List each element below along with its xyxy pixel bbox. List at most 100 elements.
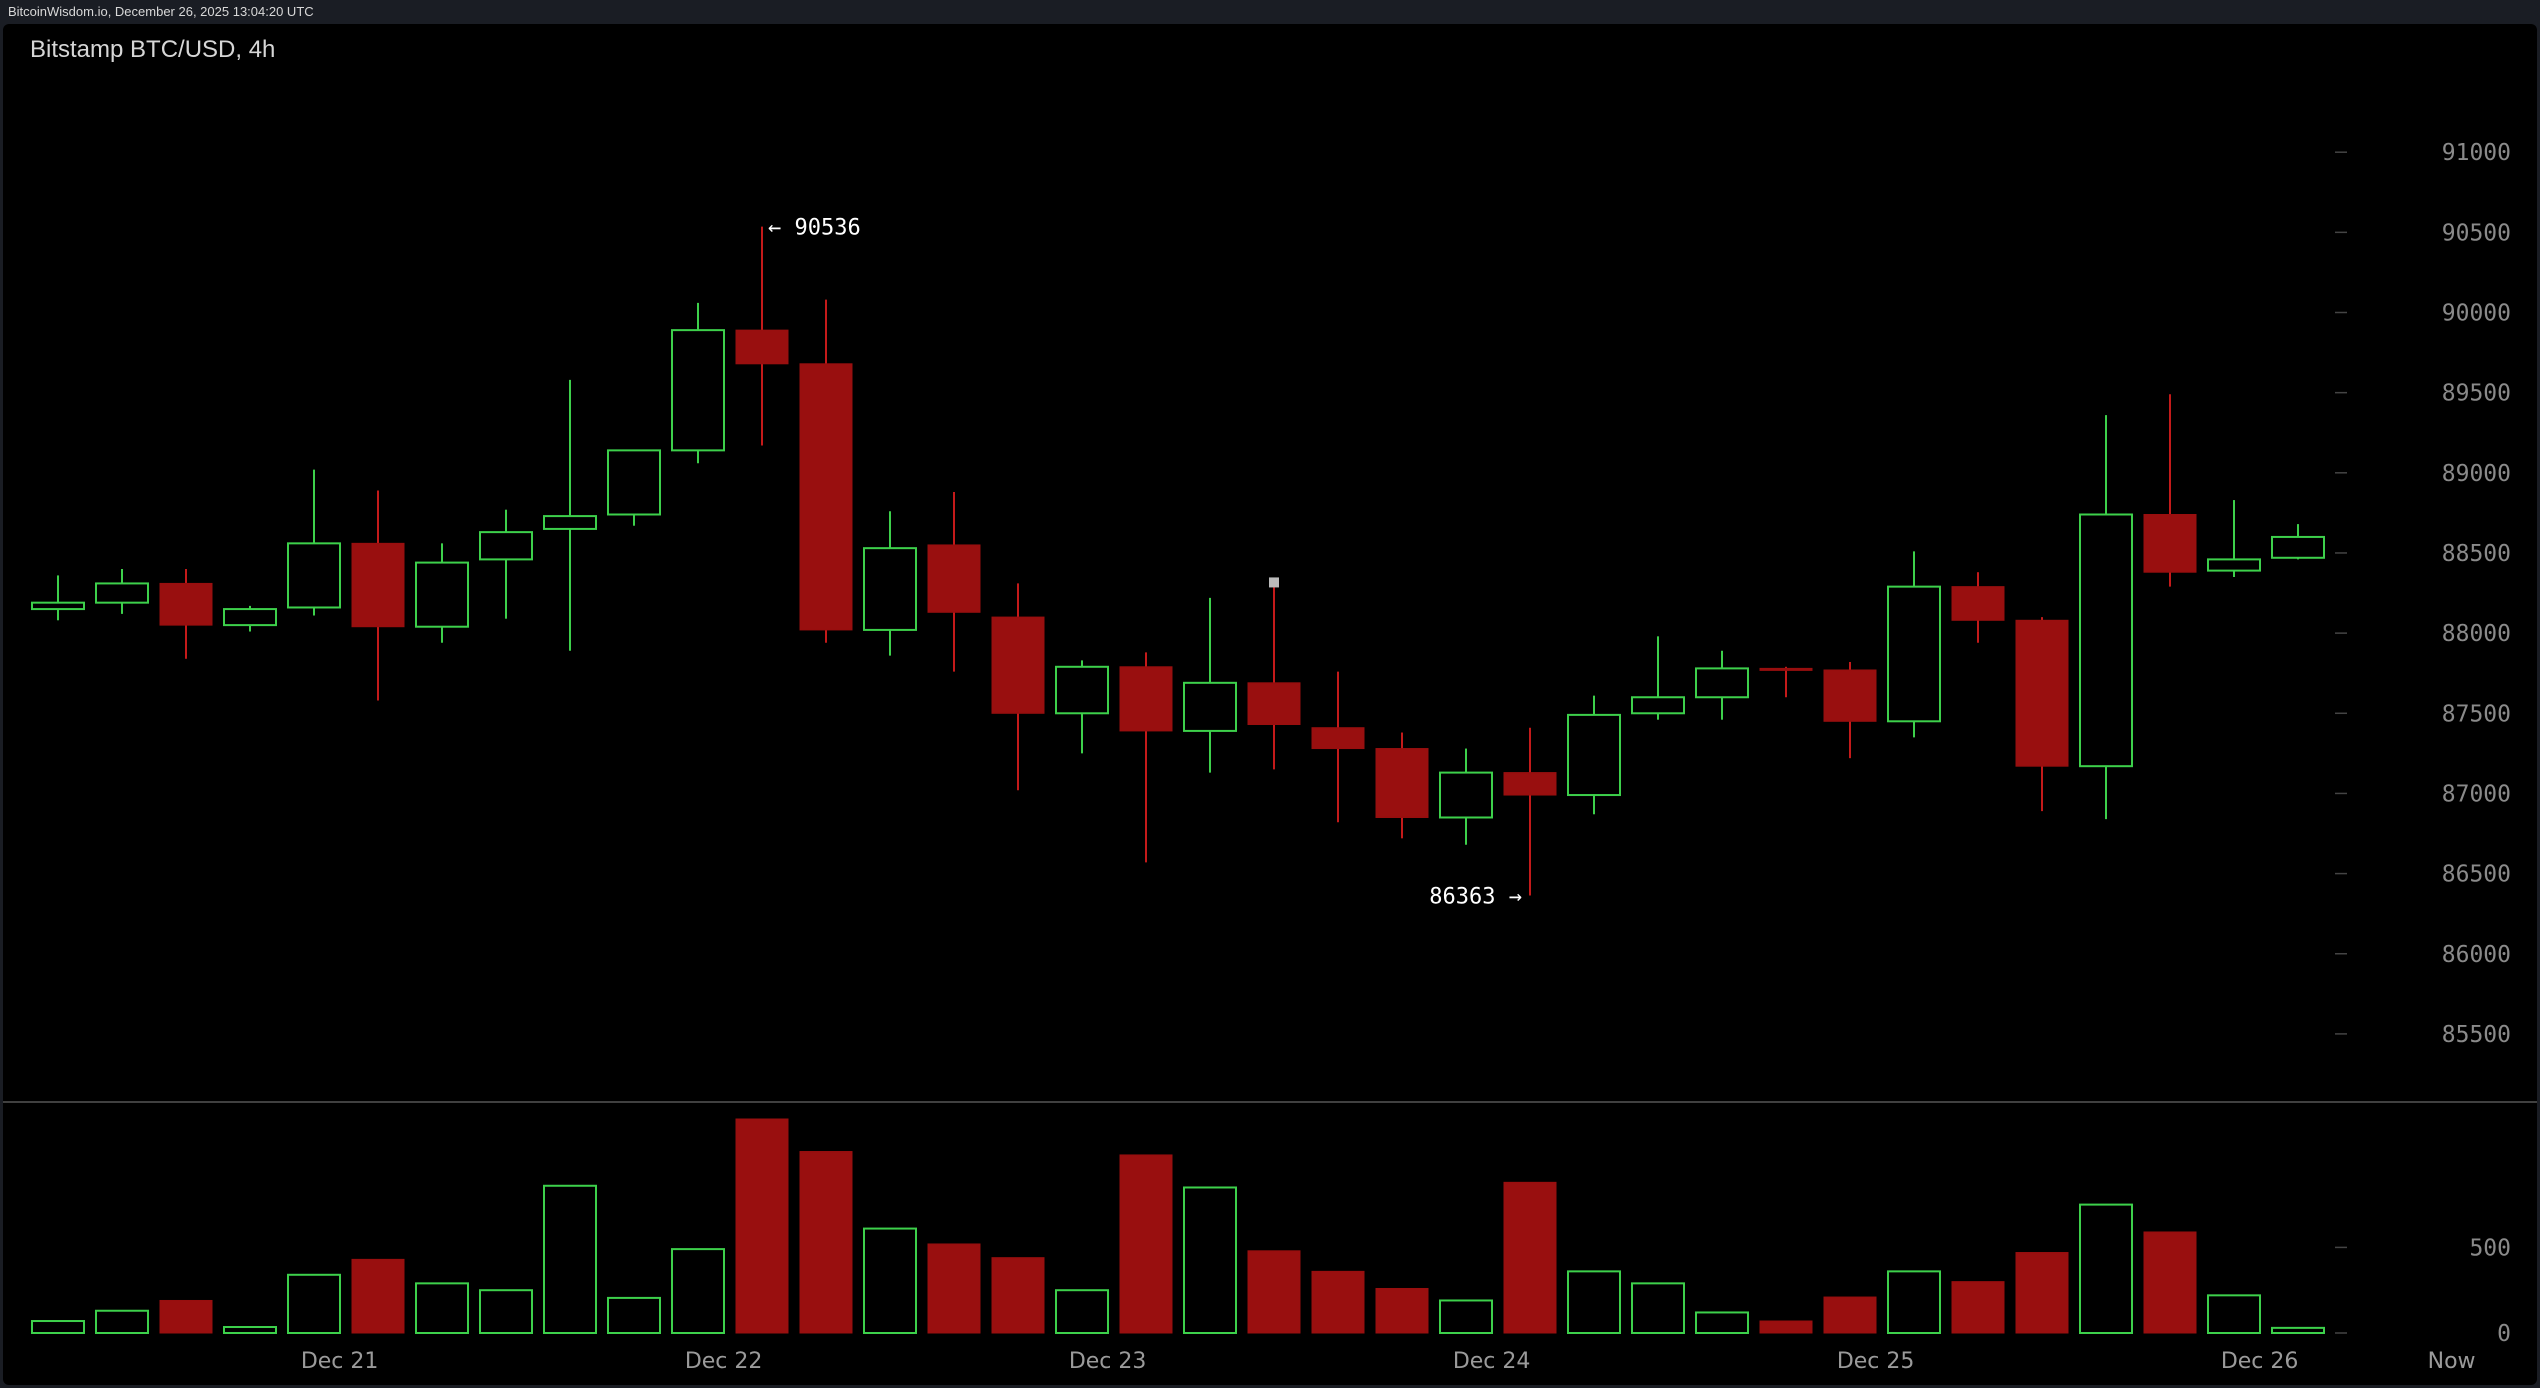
candle-body-down [1247, 682, 1301, 726]
candle-body-up [863, 547, 917, 631]
x-tick-label: Dec 23 [1069, 1349, 1147, 1374]
candle-body-up [2207, 558, 2261, 572]
volume-bar-up [671, 1248, 725, 1335]
candle-body-up [1695, 667, 1749, 699]
candle-body-up [1439, 771, 1493, 819]
volume-bar-up [479, 1289, 533, 1334]
candle-body-up [543, 515, 597, 530]
volume-bar-up [1631, 1282, 1685, 1335]
x-tick-label: Dec 22 [685, 1349, 763, 1374]
candle-body-down [927, 544, 981, 613]
x-tick-label: Dec 21 [301, 1349, 379, 1374]
volume-bar-up [1567, 1270, 1621, 1335]
candle-body-down [1311, 727, 1365, 750]
volume-bar-up [2079, 1203, 2133, 1334]
candle-body-down [2015, 619, 2069, 767]
candle-body-up [415, 561, 469, 628]
price-tick-label: 89500 [2442, 381, 2511, 407]
candle-body-down [1823, 669, 1877, 722]
candle-body-up [1567, 713, 1621, 797]
candle-body-down [799, 363, 853, 631]
candle-body-up [479, 531, 533, 561]
candle-body-up [671, 329, 725, 452]
volume-bar-down [1247, 1250, 1301, 1334]
volume-bar-up [543, 1184, 597, 1334]
volume-bar-up [2207, 1294, 2261, 1335]
volume-bar-up [1183, 1186, 1237, 1334]
top-bar: BitcoinWisdom.io, December 26, 2025 13:0… [0, 0, 2540, 24]
price-tick-label: 89000 [2442, 461, 2511, 487]
price-tick-label: 87000 [2442, 781, 2511, 807]
price-tick-label: 86500 [2442, 862, 2511, 888]
volume-bar-down [1503, 1181, 1557, 1334]
volume-bar-down [991, 1257, 1045, 1334]
volume-bar-up [223, 1326, 277, 1335]
price-tick-label: 91000 [2442, 140, 2511, 166]
volume-bar-up [1439, 1299, 1493, 1335]
price-tick-label: 88500 [2442, 541, 2511, 567]
volume-bar-up [863, 1227, 917, 1334]
candle-body-down [1375, 748, 1429, 818]
x-tick-label: Dec 26 [2221, 1349, 2299, 1374]
chart-title: Bitstamp BTC/USD, 4h [30, 36, 276, 63]
volume-bar-down [1951, 1281, 2005, 1334]
candle-body-up [31, 601, 85, 611]
candle-body-down [991, 616, 1045, 714]
volume-bar-down [1119, 1154, 1173, 1334]
volume-bar-up [95, 1309, 149, 1335]
volume-bar-down [927, 1243, 981, 1334]
price-annotation: ← 90536 [768, 216, 861, 241]
candle-body-down [159, 582, 213, 626]
candle-body-down [2143, 513, 2197, 573]
volume-tick-label: 0 [2497, 1321, 2511, 1347]
price-tick-label: 88000 [2442, 621, 2511, 647]
candle-body-up [1887, 585, 1941, 723]
volume-bar-up [2271, 1326, 2325, 1335]
candle-body-up [2079, 513, 2133, 768]
volume-bar-down [159, 1299, 213, 1334]
x-tick-label: Dec 24 [1453, 1349, 1531, 1374]
candle-body-up [607, 449, 661, 516]
volume-bar-down [2015, 1252, 2069, 1334]
volume-bar-down [2143, 1231, 2197, 1334]
candle-body-up [1631, 696, 1685, 715]
volume-bar-down [1311, 1270, 1365, 1334]
candle-body-down [735, 329, 789, 365]
volume-bar-down [735, 1118, 789, 1334]
candle-body-down [1503, 772, 1557, 796]
price-tick-label: 90000 [2442, 301, 2511, 327]
volume-bar-down [1759, 1320, 1813, 1334]
x-tick-label: Dec 25 [1837, 1349, 1915, 1374]
candle-body-up [2271, 535, 2325, 559]
volume-bar-up [1887, 1270, 1941, 1335]
marker-dot [1269, 577, 1279, 588]
volume-bar-up [1695, 1311, 1749, 1335]
x-tick-label: Now [2428, 1349, 2476, 1374]
candle-body-up [287, 542, 341, 609]
candlestick-chart[interactable]: 85500 86000 86500 87000 87500 88000 88500 89000… [3, 24, 2537, 1385]
chart-panel: Bitstamp BTC/USD, 4h 85500 86000 86500 8700… [3, 24, 2537, 1385]
price-tick-label: 85500 [2442, 1022, 2511, 1048]
volume-bar-down [1823, 1296, 1877, 1334]
source-line: BitcoinWisdom.io, December 26, 2025 13:0… [8, 4, 314, 19]
volume-bar-up [31, 1320, 85, 1334]
price-annotation: 86363 → [1429, 885, 1522, 910]
volume-bar-down [351, 1258, 405, 1334]
candle-body-down [1759, 667, 1813, 671]
price-tick-label: 86000 [2442, 942, 2511, 968]
candle-body-up [1055, 665, 1109, 715]
volume-bar-up [287, 1273, 341, 1334]
volume-bar-up [1055, 1289, 1109, 1334]
candle-body-down [351, 542, 405, 628]
volume-bar-up [415, 1282, 469, 1335]
candle-body-up [95, 582, 149, 604]
candle-body-down [1119, 666, 1173, 732]
price-tick-label: 87500 [2442, 701, 2511, 727]
volume-tick-label: 500 [2469, 1235, 2511, 1261]
price-tick-label: 90500 [2442, 220, 2511, 246]
volume-bar-down [799, 1151, 853, 1334]
volume-bar-up [607, 1296, 661, 1335]
volume-bar-down [1375, 1287, 1429, 1334]
candle-body-up [1183, 681, 1237, 732]
candle-body-up [223, 608, 277, 627]
